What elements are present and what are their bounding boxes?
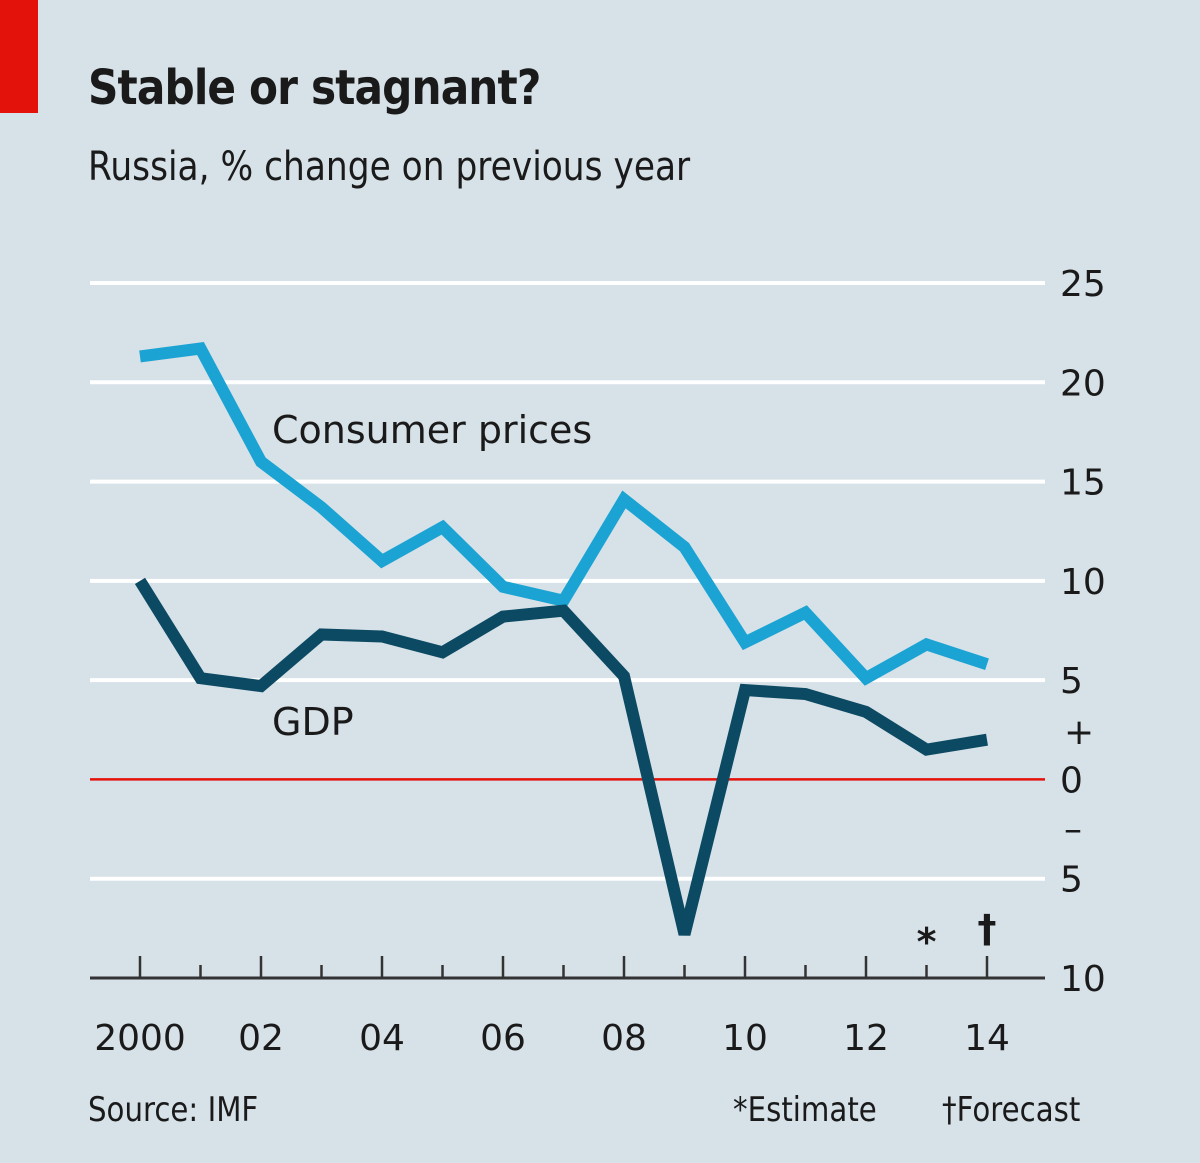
y-axis-labels: 25 20 15 10 5 0 5 10 + – [1060, 264, 1106, 1000]
label-gdp: GDP [272, 700, 354, 744]
series-line-gdp [134, 577, 988, 936]
x-tick-label: 10 [722, 1018, 768, 1059]
x-tick-label: 02 [238, 1018, 284, 1059]
y-tick-label: 10 [1060, 959, 1106, 1000]
gridlines [90, 281, 1045, 980]
y-tick-label: 5 [1060, 860, 1083, 901]
source-note: Source: IMF [88, 1090, 259, 1130]
series-labels: Consumer prices GDP [272, 408, 592, 744]
label-consumer-prices: Consumer prices [272, 408, 592, 452]
y-tick-label: 0 [1060, 760, 1083, 801]
y-tick-label: 15 [1060, 463, 1106, 504]
forecast-marker: † [978, 907, 997, 951]
x-tick-label: 12 [843, 1018, 889, 1059]
chart-subtitle: Russia, % change on previous year [88, 144, 691, 190]
chart-title: Stable or stagnant? [88, 60, 541, 116]
forecast-note: †Forecast [942, 1090, 1081, 1130]
y-tick-label: 5 [1060, 661, 1083, 702]
x-tick-label: 2000 [94, 1018, 186, 1059]
x-tick-label: 14 [964, 1018, 1010, 1059]
y-minus-sign: – [1064, 809, 1082, 850]
series-lines [134, 342, 989, 936]
y-plus-sign: + [1064, 712, 1094, 753]
x-axis: 2000 02 04 06 08 10 12 14 [94, 956, 1010, 1059]
x-tick-label: 06 [480, 1018, 526, 1059]
annotations: * † [917, 907, 997, 964]
x-tick-label: 04 [359, 1018, 405, 1059]
x-tick-label: 08 [601, 1018, 647, 1059]
y-tick-label: 10 [1060, 562, 1106, 603]
y-tick-label: 20 [1060, 363, 1106, 404]
series-line-consumer-prices [139, 342, 989, 686]
brand-red-bar [0, 0, 38, 113]
estimate-marker: * [917, 920, 937, 964]
estimate-note: *Estimate [733, 1090, 877, 1130]
y-tick-label: 25 [1060, 264, 1106, 305]
